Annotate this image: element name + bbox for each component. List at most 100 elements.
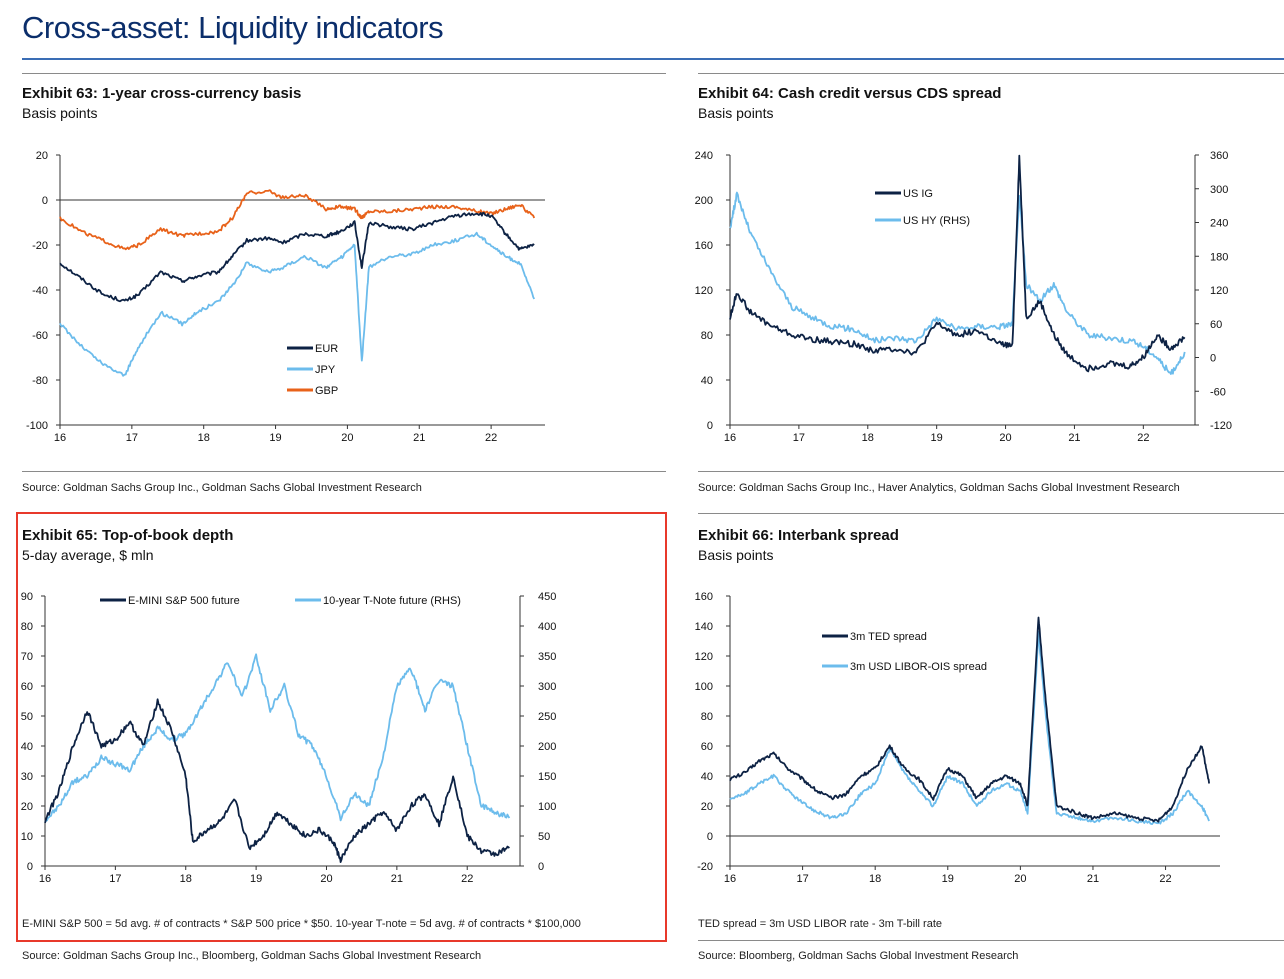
- ex63-xtick-label: 19: [269, 432, 281, 444]
- ex63-ytick-label-left: -60: [32, 330, 48, 342]
- ex63-series-eur: [59, 212, 535, 303]
- ex64-legend-label: US HY (RHS): [903, 215, 970, 227]
- ex66-ytick-label-left: -20: [697, 861, 713, 873]
- ex66-ytick-label-left: 160: [695, 591, 713, 603]
- ex64-series-us-hy-rhs-: [729, 191, 1186, 375]
- ex63-xtick-label: 18: [198, 432, 210, 444]
- ex64-ytick-label-left: 40: [701, 375, 713, 387]
- exhibit-65-note: E-MINI S&P 500 = 5d avg. # of contracts …: [22, 918, 581, 930]
- ex64-ytick-label-right: 360: [1210, 150, 1228, 162]
- ex64-xtick-label: 22: [1137, 432, 1149, 444]
- ex65-ytick-label-right: 100: [538, 801, 556, 813]
- ex63-xtick-label: 16: [54, 432, 66, 444]
- ex66-ytick-label-left: 80: [701, 711, 713, 723]
- ex64-series-us-ig: [729, 154, 1186, 373]
- ex65-series-10-year-t-note-future-rhs-: [44, 653, 511, 823]
- ex63-series-jpy: [59, 231, 536, 377]
- exhibit-63-source: Source: Goldman Sachs Group Inc., Goldma…: [22, 482, 422, 494]
- ex66-ytick-label-left: 120: [695, 651, 713, 663]
- ex65-ytick-label-left: 60: [21, 681, 33, 693]
- exhibit-66-note: TED spread = 3m USD LIBOR rate - 3m T-bi…: [698, 918, 943, 930]
- ex65-ytick-label-left: 90: [21, 591, 33, 603]
- ex64-ytick-label-left: 200: [695, 195, 713, 207]
- ex66-series-3m-ted-spread: [729, 616, 1210, 823]
- ex65-ytick-label-left: 70: [21, 651, 33, 663]
- ex66-ytick-label-left: 40: [701, 771, 713, 783]
- ex63-xtick-label: 21: [413, 432, 425, 444]
- exhibit-66-title: Exhibit 66: Interbank spread: [698, 527, 899, 544]
- ex64-xtick-label: 19: [931, 432, 943, 444]
- ex66-xtick-label: 16: [724, 873, 736, 885]
- exhibit-64-source: Source: Goldman Sachs Group Inc., Haver …: [698, 482, 1180, 494]
- ex65-ytick-label-left: 20: [21, 801, 33, 813]
- ex65-ytick-label-right: 150: [538, 771, 556, 783]
- panel-rule-63-bottom: [22, 471, 666, 472]
- ex66-xtick-label: 22: [1159, 873, 1171, 885]
- ex65-series-e-mini-s-p-500-future: [44, 698, 510, 863]
- ex63-xtick-label: 20: [341, 432, 353, 444]
- ex64-xtick-label: 17: [793, 432, 805, 444]
- ex65-ytick-label-right: 50: [538, 831, 550, 843]
- ex64-ytick-label-right: 120: [1210, 285, 1228, 297]
- page-title: Cross-asset: Liquidity indicators: [22, 10, 444, 45]
- ex66-ytick-label-left: 140: [695, 621, 713, 633]
- exhibit-63-subtitle: Basis points: [22, 105, 98, 121]
- ex63-xtick-label: 22: [485, 432, 497, 444]
- ex65-ytick-label-right: 250: [538, 711, 556, 723]
- exhibit-66-subtitle: Basis points: [698, 547, 774, 563]
- ex64-legend-label: US IG: [903, 188, 933, 200]
- ex64-xtick-label: 18: [862, 432, 874, 444]
- panel-rule-66-bottom: [698, 940, 1284, 941]
- ex64-ytick-label-right: 0: [1210, 353, 1216, 365]
- exhibit-66-source: Source: Bloomberg, Goldman Sachs Global …: [698, 950, 1019, 962]
- ex65-legend-label: 10-year T-Note future (RHS): [323, 595, 461, 607]
- ex63-legend-label: EUR: [315, 343, 338, 355]
- ex64-ytick-label-left: 0: [707, 420, 713, 432]
- title-rule: [22, 58, 1284, 60]
- ex66-ytick-label-left: 0: [707, 831, 713, 843]
- ex64-ytick-label-left: 160: [695, 240, 713, 252]
- ex66-xtick-label: 21: [1087, 873, 1099, 885]
- ex63-ytick-label-left: 20: [36, 150, 48, 162]
- ex64-ytick-label-left: 240: [695, 150, 713, 162]
- ex66-xtick-label: 18: [869, 873, 881, 885]
- ex63-ytick-label-left: -100: [26, 420, 48, 432]
- ex65-xtick-label: 19: [250, 873, 262, 885]
- ex63-ytick-label-left: -40: [32, 285, 48, 297]
- ex65-ytick-label-left: 50: [21, 711, 33, 723]
- ex65-xtick-label: 16: [39, 873, 51, 885]
- ex65-ytick-label-left: 40: [21, 741, 33, 753]
- panel-rule-63-top: [22, 73, 666, 74]
- ex66-legend-label: 3m TED spread: [850, 631, 927, 643]
- exhibit-64-subtitle: Basis points: [698, 105, 774, 121]
- ex66-legend-label: 3m USD LIBOR-OIS spread: [850, 661, 987, 673]
- ex66-series-3m-usd-libor-ois-spread: [729, 630, 1210, 825]
- ex65-ytick-label-right: 400: [538, 621, 556, 633]
- ex64-ytick-label-right: -60: [1210, 386, 1226, 398]
- ex65-ytick-label-right: 350: [538, 651, 556, 663]
- ex63-xtick-label: 17: [126, 432, 138, 444]
- ex65-xtick-label: 18: [180, 873, 192, 885]
- ex63-legend-label: JPY: [315, 364, 336, 376]
- ex63-ytick-label-left: 0: [42, 195, 48, 207]
- ex63-ytick-label-left: -20: [32, 240, 48, 252]
- ex65-xtick-label: 21: [391, 873, 403, 885]
- exhibit-64-title: Exhibit 64: Cash credit versus CDS sprea…: [698, 85, 1002, 102]
- exhibit-65-source: Source: Goldman Sachs Group Inc., Bloomb…: [22, 950, 482, 962]
- exhibit-65-subtitle: 5-day average, $ mln: [22, 547, 154, 563]
- ex65-ytick-label-left: 0: [27, 861, 33, 873]
- ex65-ytick-label-right: 450: [538, 591, 556, 603]
- ex64-ytick-label-right: 300: [1210, 184, 1228, 196]
- panel-rule-66-top: [698, 513, 1284, 514]
- ex65-ytick-label-left: 30: [21, 771, 33, 783]
- ex63-legend-label: GBP: [315, 385, 338, 397]
- ex64-xtick-label: 20: [999, 432, 1011, 444]
- ex64-ytick-label-left: 80: [701, 330, 713, 342]
- ex64-ytick-label-right: 60: [1210, 319, 1222, 331]
- ex65-xtick-label: 20: [320, 873, 332, 885]
- ex65-ytick-label-right: 300: [538, 681, 556, 693]
